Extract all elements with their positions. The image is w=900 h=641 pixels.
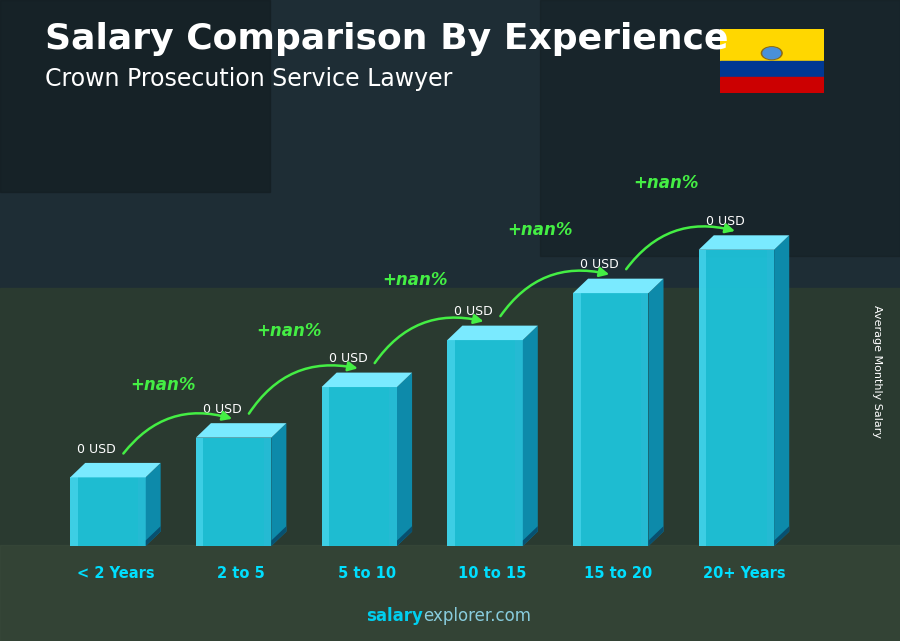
Polygon shape bbox=[146, 526, 161, 546]
Text: Crown Prosecution Service Lawyer: Crown Prosecution Service Lawyer bbox=[45, 67, 453, 91]
Bar bbox=[720, 77, 824, 93]
Text: 10 to 15: 10 to 15 bbox=[458, 566, 526, 581]
Polygon shape bbox=[447, 340, 523, 546]
Bar bbox=[0, 288, 900, 641]
Polygon shape bbox=[698, 250, 706, 546]
Polygon shape bbox=[196, 423, 286, 438]
Bar bbox=[540, 0, 900, 256]
Bar bbox=[720, 29, 824, 61]
Polygon shape bbox=[515, 340, 523, 546]
Polygon shape bbox=[321, 387, 329, 546]
Polygon shape bbox=[271, 423, 286, 546]
Polygon shape bbox=[447, 340, 454, 546]
Polygon shape bbox=[397, 372, 412, 546]
Text: 5 to 10: 5 to 10 bbox=[338, 566, 396, 581]
Polygon shape bbox=[70, 463, 161, 478]
Polygon shape bbox=[523, 326, 538, 546]
Text: 0 USD: 0 USD bbox=[202, 403, 241, 416]
Bar bbox=[0, 0, 270, 192]
Polygon shape bbox=[321, 387, 397, 546]
Polygon shape bbox=[397, 526, 412, 546]
Text: 20+ Years: 20+ Years bbox=[703, 566, 786, 581]
Polygon shape bbox=[321, 372, 412, 387]
Polygon shape bbox=[698, 235, 789, 250]
Polygon shape bbox=[146, 463, 161, 546]
Polygon shape bbox=[648, 526, 663, 546]
Text: 2 to 5: 2 to 5 bbox=[217, 566, 265, 581]
Bar bbox=[0, 545, 900, 641]
Polygon shape bbox=[774, 526, 789, 546]
Polygon shape bbox=[196, 438, 203, 546]
Text: +nan%: +nan% bbox=[130, 376, 196, 394]
Bar bbox=[720, 61, 824, 77]
Text: +nan%: +nan% bbox=[508, 221, 573, 239]
Polygon shape bbox=[523, 526, 538, 546]
Polygon shape bbox=[573, 293, 580, 546]
Text: salary: salary bbox=[366, 607, 423, 625]
Polygon shape bbox=[573, 293, 648, 546]
Text: 15 to 20: 15 to 20 bbox=[584, 566, 652, 581]
Polygon shape bbox=[767, 250, 774, 546]
Polygon shape bbox=[573, 279, 663, 293]
Text: 0 USD: 0 USD bbox=[706, 215, 744, 228]
Text: +nan%: +nan% bbox=[382, 272, 447, 290]
Text: 0 USD: 0 USD bbox=[328, 353, 367, 365]
Text: Salary Comparison By Experience: Salary Comparison By Experience bbox=[45, 22, 728, 56]
Circle shape bbox=[763, 48, 780, 59]
Text: +nan%: +nan% bbox=[634, 174, 698, 192]
Polygon shape bbox=[390, 387, 397, 546]
Polygon shape bbox=[698, 250, 774, 546]
Polygon shape bbox=[648, 279, 663, 546]
Text: explorer.com: explorer.com bbox=[423, 607, 531, 625]
Polygon shape bbox=[271, 526, 286, 546]
Text: 0 USD: 0 USD bbox=[580, 258, 619, 271]
Polygon shape bbox=[138, 478, 146, 546]
Text: +nan%: +nan% bbox=[256, 322, 321, 340]
Text: Average Monthly Salary: Average Monthly Salary bbox=[872, 305, 883, 438]
Text: < 2 Years: < 2 Years bbox=[76, 566, 154, 581]
Polygon shape bbox=[196, 438, 271, 546]
Polygon shape bbox=[264, 438, 271, 546]
Text: 0 USD: 0 USD bbox=[454, 305, 493, 319]
Polygon shape bbox=[641, 293, 648, 546]
Bar bbox=[0, 0, 900, 288]
Polygon shape bbox=[447, 326, 538, 340]
Text: 0 USD: 0 USD bbox=[77, 443, 116, 456]
Polygon shape bbox=[774, 235, 789, 546]
Polygon shape bbox=[70, 478, 146, 546]
Circle shape bbox=[761, 47, 782, 60]
Polygon shape bbox=[70, 478, 77, 546]
